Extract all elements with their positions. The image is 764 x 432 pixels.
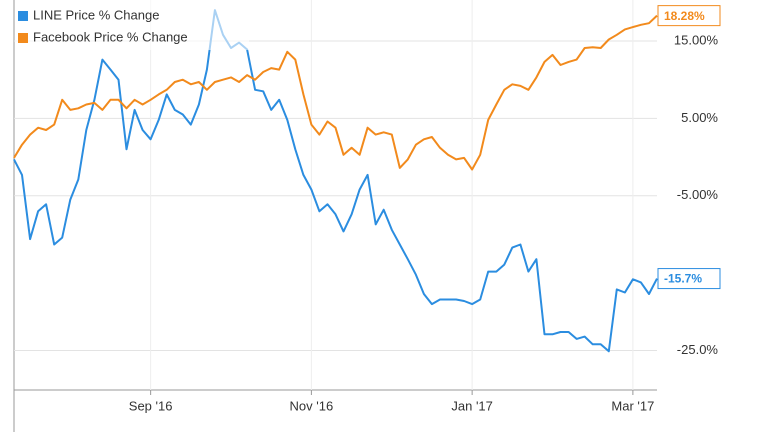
y-tick-label: 5.00% [681,110,718,125]
legend-swatch [18,33,28,43]
x-tick-label: Nov '16 [290,398,334,413]
series-line [13,14,658,171]
y-tick-label: 15.00% [674,32,719,47]
end-label: 18.28% [664,9,705,23]
legend-label: LINE Price % Change [33,7,159,22]
series-line [13,9,658,353]
y-tick-label: -25.0% [677,342,719,357]
x-tick-label: Sep '16 [129,398,173,413]
legend-background [15,0,249,50]
end-label-box [657,5,721,27]
x-tick-label: Jan '17 [451,398,493,413]
legend-label: Facebook Price % Change [33,29,188,44]
y-tick-label: -5.00% [677,187,719,202]
x-tick-label: Mar '17 [611,398,654,413]
end-label: -15.7% [664,272,702,286]
legend-swatch [18,11,28,21]
end-label-box [657,268,721,290]
